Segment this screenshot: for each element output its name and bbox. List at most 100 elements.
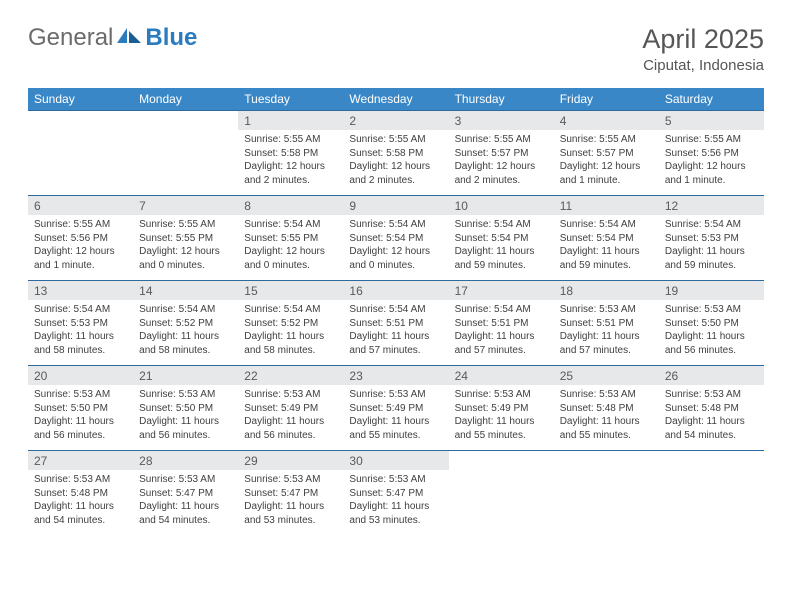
week-daynum-row: 12345 xyxy=(28,111,764,131)
day-cell-content: Sunrise: 5:54 AMSunset: 5:54 PMDaylight:… xyxy=(449,215,554,281)
day-cell-content: Sunrise: 5:53 AMSunset: 5:49 PMDaylight:… xyxy=(343,385,448,451)
day-content: Sunrise: 5:53 AMSunset: 5:48 PMDaylight:… xyxy=(554,385,659,450)
logo: General Blue xyxy=(28,24,197,52)
day-cell-number xyxy=(554,451,659,471)
week-daynum-row: 13141516171819 xyxy=(28,281,764,301)
weekday-header-row: Sunday Monday Tuesday Wednesday Thursday… xyxy=(28,88,764,111)
day-content: Sunrise: 5:54 AMSunset: 5:51 PMDaylight:… xyxy=(449,300,554,365)
day-number: 4 xyxy=(554,111,659,130)
day-content: Sunrise: 5:53 AMSunset: 5:47 PMDaylight:… xyxy=(238,470,343,535)
day-line: Sunrise: 5:54 AM xyxy=(349,303,442,317)
day-cell-content: Sunrise: 5:54 AMSunset: 5:51 PMDaylight:… xyxy=(449,300,554,366)
day-number: 20 xyxy=(28,366,133,385)
day-cell-number: 9 xyxy=(343,196,448,216)
day-number: 22 xyxy=(238,366,343,385)
weekday-header: Monday xyxy=(133,88,238,111)
day-content: Sunrise: 5:54 AMSunset: 5:52 PMDaylight:… xyxy=(133,300,238,365)
day-number: 26 xyxy=(659,366,764,385)
day-cell-number: 24 xyxy=(449,366,554,386)
day-content: Sunrise: 5:54 AMSunset: 5:53 PMDaylight:… xyxy=(659,215,764,280)
day-line: Sunrise: 5:53 AM xyxy=(665,303,758,317)
day-cell-number: 16 xyxy=(343,281,448,301)
day-line: Daylight: 12 hours and 1 minute. xyxy=(34,245,127,272)
day-cell-content: Sunrise: 5:53 AMSunset: 5:47 PMDaylight:… xyxy=(133,470,238,535)
day-cell-content: Sunrise: 5:53 AMSunset: 5:49 PMDaylight:… xyxy=(449,385,554,451)
day-line: Daylight: 11 hours and 57 minutes. xyxy=(560,330,653,357)
day-line: Sunrise: 5:53 AM xyxy=(34,473,127,487)
day-cell-number: 26 xyxy=(659,366,764,386)
day-content: Sunrise: 5:53 AMSunset: 5:47 PMDaylight:… xyxy=(133,470,238,535)
day-cell-number: 29 xyxy=(238,451,343,471)
day-line: Sunset: 5:48 PM xyxy=(560,402,653,416)
day-content: Sunrise: 5:54 AMSunset: 5:54 PMDaylight:… xyxy=(554,215,659,280)
logo-text-blue: Blue xyxy=(145,24,197,52)
day-number: 30 xyxy=(343,451,448,470)
day-cell-number: 10 xyxy=(449,196,554,216)
day-line: Sunset: 5:56 PM xyxy=(665,147,758,161)
day-number xyxy=(659,451,764,469)
day-line: Daylight: 12 hours and 1 minute. xyxy=(560,160,653,187)
day-line: Sunset: 5:48 PM xyxy=(34,487,127,501)
day-line: Daylight: 11 hours and 58 minutes. xyxy=(139,330,232,357)
day-line: Sunrise: 5:53 AM xyxy=(349,473,442,487)
day-line: Daylight: 11 hours and 56 minutes. xyxy=(34,415,127,442)
day-content: Sunrise: 5:53 AMSunset: 5:48 PMDaylight:… xyxy=(659,385,764,450)
day-cell-number xyxy=(133,111,238,131)
week-daynum-row: 20212223242526 xyxy=(28,366,764,386)
day-line: Sunset: 5:53 PM xyxy=(665,232,758,246)
weekday-header: Thursday xyxy=(449,88,554,111)
week-content-row: Sunrise: 5:53 AMSunset: 5:50 PMDaylight:… xyxy=(28,385,764,451)
day-content: Sunrise: 5:55 AMSunset: 5:57 PMDaylight:… xyxy=(449,130,554,195)
day-line: Sunset: 5:50 PM xyxy=(139,402,232,416)
day-number: 15 xyxy=(238,281,343,300)
week-daynum-row: 6789101112 xyxy=(28,196,764,216)
day-cell-number: 15 xyxy=(238,281,343,301)
day-line: Daylight: 12 hours and 2 minutes. xyxy=(455,160,548,187)
day-cell-content: Sunrise: 5:55 AMSunset: 5:58 PMDaylight:… xyxy=(343,130,448,196)
day-content xyxy=(554,470,659,528)
day-line: Sunset: 5:56 PM xyxy=(34,232,127,246)
day-line: Daylight: 11 hours and 54 minutes. xyxy=(34,500,127,527)
day-number: 14 xyxy=(133,281,238,300)
day-line: Daylight: 11 hours and 59 minutes. xyxy=(665,245,758,272)
day-content xyxy=(449,470,554,528)
day-number xyxy=(133,111,238,129)
day-cell-content: Sunrise: 5:54 AMSunset: 5:51 PMDaylight:… xyxy=(343,300,448,366)
day-number xyxy=(28,111,133,129)
day-number: 6 xyxy=(28,196,133,215)
day-number: 3 xyxy=(449,111,554,130)
day-cell-content: Sunrise: 5:53 AMSunset: 5:50 PMDaylight:… xyxy=(659,300,764,366)
day-cell-content: Sunrise: 5:55 AMSunset: 5:56 PMDaylight:… xyxy=(659,130,764,196)
day-cell-content: Sunrise: 5:54 AMSunset: 5:53 PMDaylight:… xyxy=(659,215,764,281)
day-line: Sunset: 5:50 PM xyxy=(665,317,758,331)
day-line: Daylight: 11 hours and 56 minutes. xyxy=(665,330,758,357)
day-content: Sunrise: 5:55 AMSunset: 5:56 PMDaylight:… xyxy=(659,130,764,195)
day-cell-number: 28 xyxy=(133,451,238,471)
month-title: April 2025 xyxy=(642,24,764,55)
location: Ciputat, Indonesia xyxy=(642,57,764,74)
day-line: Daylight: 12 hours and 0 minutes. xyxy=(139,245,232,272)
day-line: Sunrise: 5:55 AM xyxy=(665,133,758,147)
day-line: Sunrise: 5:53 AM xyxy=(139,473,232,487)
day-cell-content: Sunrise: 5:55 AMSunset: 5:55 PMDaylight:… xyxy=(133,215,238,281)
day-cell-number: 25 xyxy=(554,366,659,386)
day-content: Sunrise: 5:53 AMSunset: 5:49 PMDaylight:… xyxy=(238,385,343,450)
day-number: 23 xyxy=(343,366,448,385)
day-cell-number: 6 xyxy=(28,196,133,216)
day-line: Sunset: 5:55 PM xyxy=(244,232,337,246)
day-number: 19 xyxy=(659,281,764,300)
day-content: Sunrise: 5:54 AMSunset: 5:53 PMDaylight:… xyxy=(28,300,133,365)
day-cell-content: Sunrise: 5:54 AMSunset: 5:54 PMDaylight:… xyxy=(343,215,448,281)
day-content: Sunrise: 5:55 AMSunset: 5:56 PMDaylight:… xyxy=(28,215,133,280)
week-content-row: Sunrise: 5:53 AMSunset: 5:48 PMDaylight:… xyxy=(28,470,764,535)
day-cell-content: Sunrise: 5:53 AMSunset: 5:50 PMDaylight:… xyxy=(133,385,238,451)
day-cell-number: 23 xyxy=(343,366,448,386)
week-content-row: Sunrise: 5:55 AMSunset: 5:56 PMDaylight:… xyxy=(28,215,764,281)
day-cell-content xyxy=(554,470,659,535)
day-content: Sunrise: 5:55 AMSunset: 5:57 PMDaylight:… xyxy=(554,130,659,195)
day-line: Sunset: 5:49 PM xyxy=(349,402,442,416)
day-number: 8 xyxy=(238,196,343,215)
day-line: Sunset: 5:58 PM xyxy=(244,147,337,161)
day-content: Sunrise: 5:53 AMSunset: 5:50 PMDaylight:… xyxy=(28,385,133,450)
day-cell-content: Sunrise: 5:55 AMSunset: 5:57 PMDaylight:… xyxy=(449,130,554,196)
